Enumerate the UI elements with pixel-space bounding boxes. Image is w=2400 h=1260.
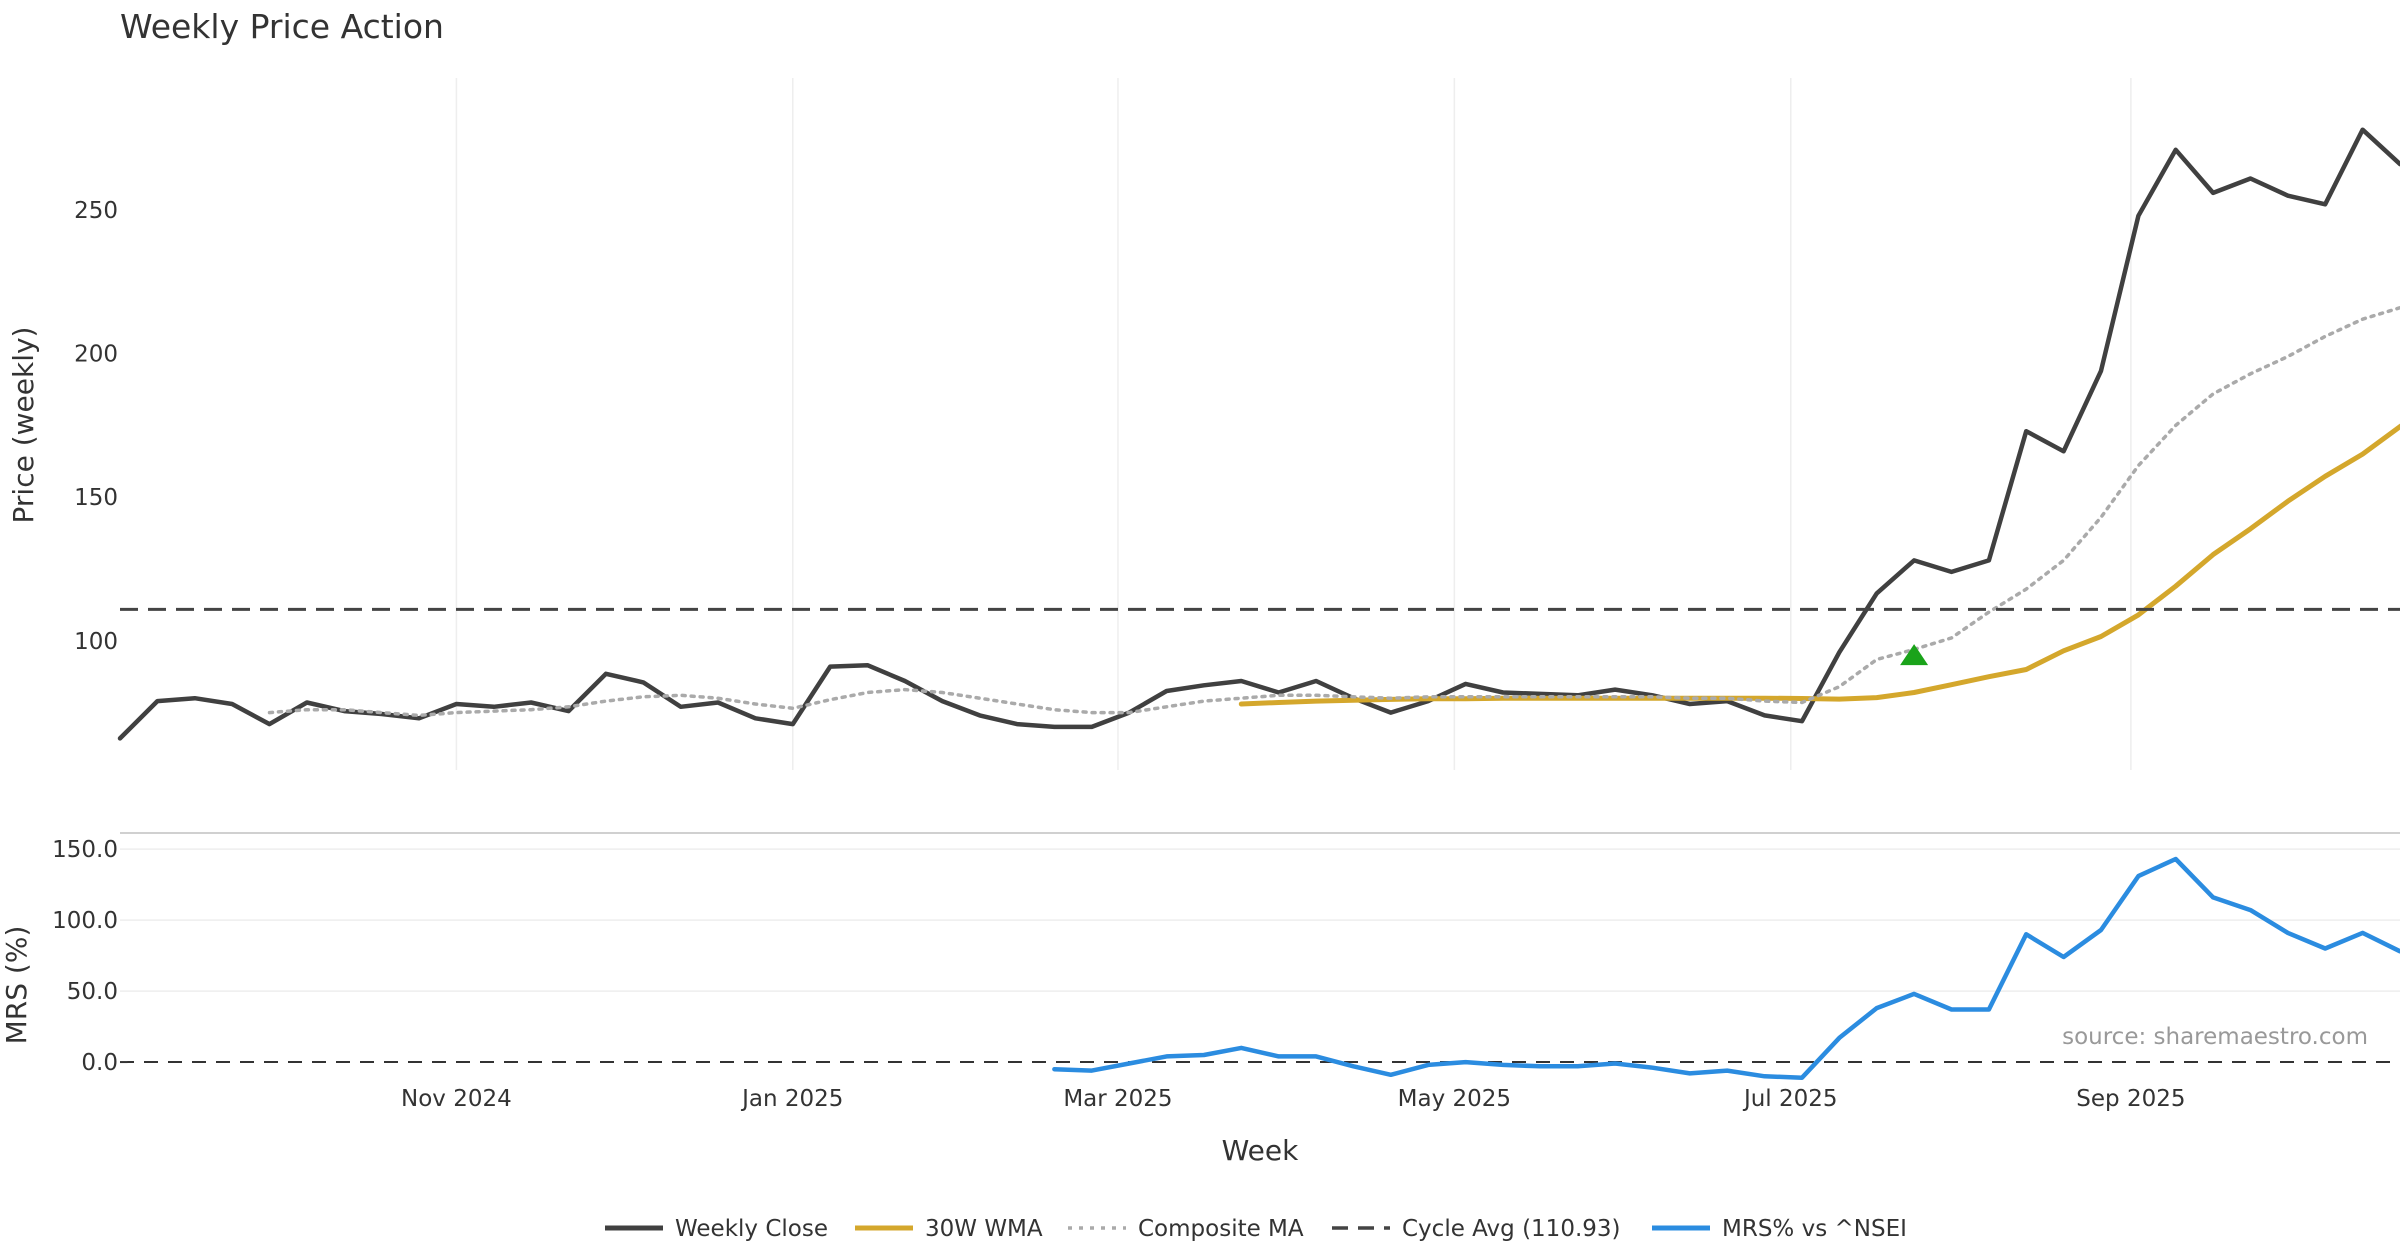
weekly-close-line <box>117 127 2400 741</box>
composite-ma-line <box>267 305 2400 718</box>
source-note: source: sharemaestro.com <box>2062 1024 2368 1050</box>
x-tick-label: Jul 2025 <box>1742 1086 1838 1112</box>
legend-label: Weekly Close <box>675 1216 828 1242</box>
mrs-line <box>1052 856 2400 1080</box>
legend: Weekly Close 30W WMA Composite MA Cycle Avg… <box>605 1216 1907 1242</box>
price-y-axis-label: Price (weekly) <box>7 327 40 524</box>
legend-label: Composite MA <box>1138 1216 1304 1242</box>
x-tick-label: Sep 2025 <box>2076 1086 2185 1112</box>
x-axis-label: Week <box>1222 1134 1299 1167</box>
mrs-y-tick-label: 150.0 <box>52 837 118 863</box>
buy-signal-marker <box>1900 644 1929 666</box>
mrs-y-tick-label: 100.0 <box>52 908 118 934</box>
legend-label: MRS% vs ^NSEI <box>1722 1216 1907 1242</box>
30w-wma-line <box>1238 423 2400 707</box>
price-y-tick-label: 200 <box>74 342 118 368</box>
mrs-panel: 0.0 50.0 100.0 150.0 Nov 2024 Jan 2025 Mar 202… <box>52 832 2400 1112</box>
price-y-tick-label: 150 <box>74 485 118 511</box>
mrs-y-tick-label: 50.0 <box>67 979 118 1005</box>
x-tick-label: Nov 2024 <box>401 1086 512 1112</box>
legend-label: 30W WMA <box>925 1216 1043 1242</box>
mrs-y-tick-label: 0.0 <box>81 1050 118 1076</box>
price-y-tick-label: 250 <box>74 198 118 224</box>
mrs-y-axis-label: MRS (%) <box>0 926 33 1045</box>
price-y-tick-label: 100 <box>74 629 118 655</box>
x-tick-label: Mar 2025 <box>1063 1086 1172 1112</box>
x-tick-label: Jan 2025 <box>740 1086 843 1112</box>
chart-title: Weekly Price Action <box>120 7 444 46</box>
x-tick-label: May 2025 <box>1398 1086 1511 1112</box>
price-panel: 100 150 200 250 <box>74 78 2400 770</box>
legend-label: Cycle Avg (110.93) <box>1402 1216 1621 1242</box>
